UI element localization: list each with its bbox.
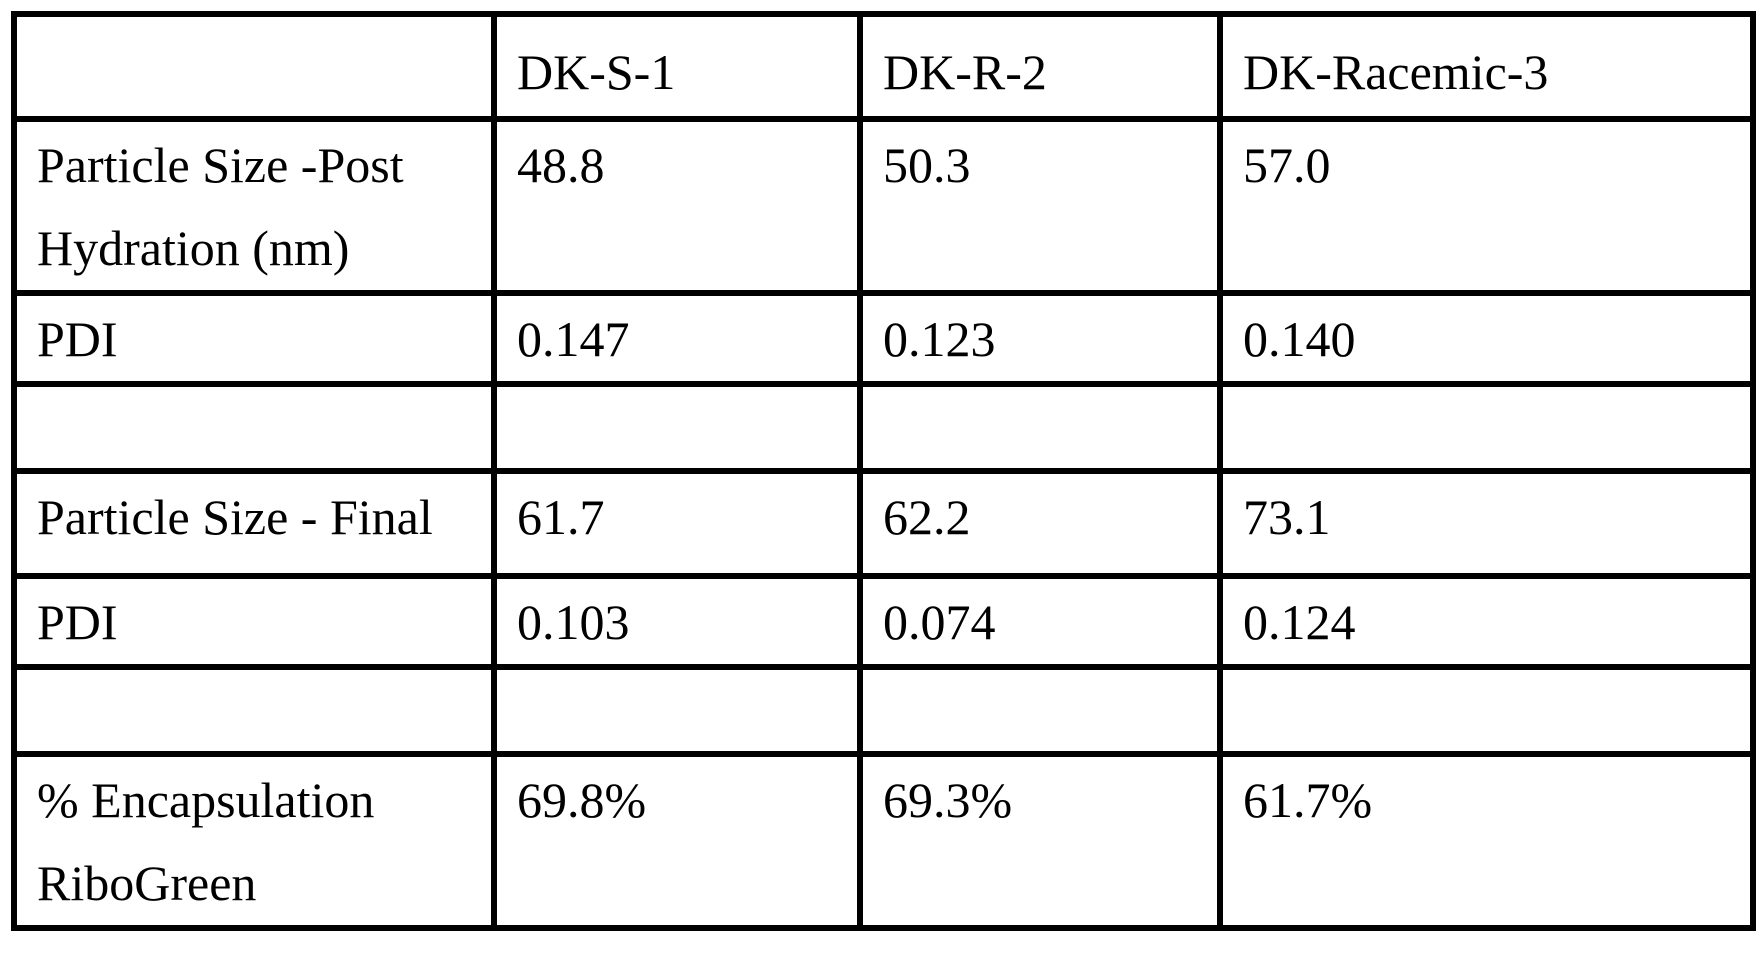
row-spacer-2	[11, 664, 1756, 757]
header-row: DK-S-1 DK-R-2 DK-Racemic-3	[11, 11, 1756, 122]
row-label: Particle Size - Final	[11, 468, 497, 579]
empty-cell	[1217, 381, 1756, 474]
document-page: DK-S-1 DK-R-2 DK-Racemic-3 Particle Size…	[11, 11, 1756, 931]
value-cell-dk-s-1: 0.103	[491, 573, 863, 670]
row-label-line-1: % Encapsulation	[37, 772, 375, 828]
row-label: Particle Size -Post Hydration (nm)	[11, 116, 497, 296]
empty-cell	[857, 664, 1223, 757]
value-cell-dk-racemic-3: 73.1	[1217, 468, 1756, 579]
value-cell-dk-s-1: 48.8	[491, 116, 863, 296]
column-header-dk-racemic-3: DK-Racemic-3	[1217, 11, 1756, 122]
value-cell-dk-racemic-3: 57.0	[1217, 116, 1756, 296]
column-header-empty	[11, 11, 497, 122]
row-label: PDI	[11, 290, 497, 387]
row-label-line-2: RiboGreen	[37, 855, 257, 911]
value-cell-dk-racemic-3: 61.7%	[1217, 751, 1756, 931]
row-particle-size-final: Particle Size - Final 61.7 62.2 73.1	[11, 468, 1756, 579]
value-cell-dk-r-2: 69.3%	[857, 751, 1223, 931]
row-pdi-post-hydration: PDI 0.147 0.123 0.140	[11, 290, 1756, 387]
row-label: % Encapsulation RiboGreen	[11, 751, 497, 931]
value-cell-dk-r-2: 0.074	[857, 573, 1223, 670]
empty-cell	[491, 664, 863, 757]
value-cell-dk-s-1: 69.8%	[491, 751, 863, 931]
value-cell-dk-racemic-3: 0.140	[1217, 290, 1756, 387]
empty-cell	[11, 664, 497, 757]
row-pdi-final: PDI 0.103 0.074 0.124	[11, 573, 1756, 670]
row-encapsulation-ribogreen: % Encapsulation RiboGreen 69.8% 69.3% 61…	[11, 751, 1756, 931]
row-spacer-1	[11, 381, 1756, 474]
row-particle-size-post-hydration: Particle Size -Post Hydration (nm) 48.8 …	[11, 116, 1756, 296]
empty-cell	[11, 381, 497, 474]
value-cell-dk-r-2: 50.3	[857, 116, 1223, 296]
row-label-line-1: Particle Size -Post	[37, 137, 404, 193]
column-header-dk-s-1: DK-S-1	[491, 11, 863, 122]
value-cell-dk-r-2: 62.2	[857, 468, 1223, 579]
empty-cell	[491, 381, 863, 474]
empty-cell	[857, 381, 1223, 474]
column-header-dk-r-2: DK-R-2	[857, 11, 1223, 122]
value-cell-dk-r-2: 0.123	[857, 290, 1223, 387]
value-cell-dk-racemic-3: 0.124	[1217, 573, 1756, 670]
value-cell-dk-s-1: 61.7	[491, 468, 863, 579]
lnp-characterization-table: DK-S-1 DK-R-2 DK-Racemic-3 Particle Size…	[11, 11, 1756, 931]
row-label: PDI	[11, 573, 497, 670]
value-cell-dk-s-1: 0.147	[491, 290, 863, 387]
empty-cell	[1217, 664, 1756, 757]
row-label-line-2: Hydration (nm)	[37, 220, 350, 276]
